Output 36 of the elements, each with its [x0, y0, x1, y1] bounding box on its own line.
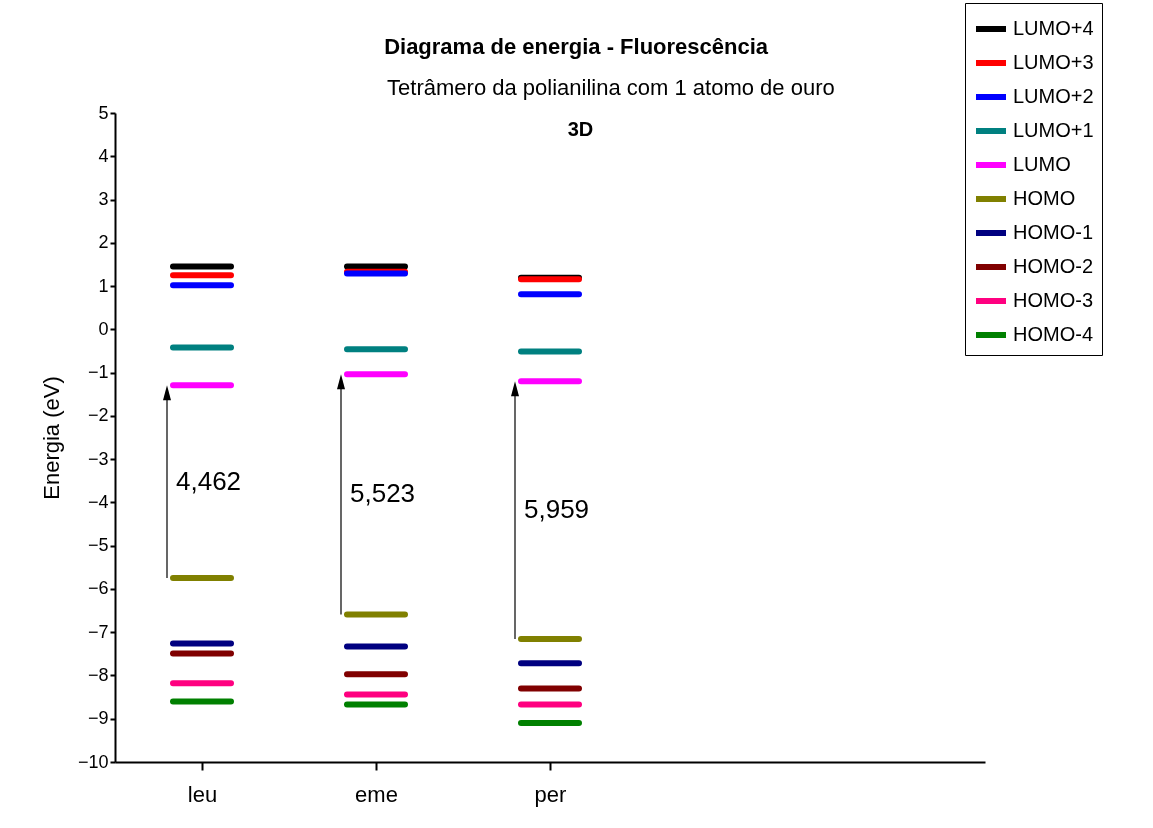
y-tick-label: −9 [87, 708, 109, 729]
y-tick-label: −5 [87, 535, 109, 556]
annotation: 4,462 [176, 465, 242, 496]
x-tick-label: leu [187, 781, 218, 807]
legend-label: LUMO+4 [1013, 17, 1094, 39]
legend-label: HOMO-4 [1013, 323, 1093, 345]
x-tick-label: eme [355, 781, 398, 807]
legend-label: LUMO+1 [1013, 119, 1094, 141]
y-tick-label: −8 [87, 664, 109, 685]
x-tick-label: per [534, 781, 567, 807]
annotation: 3D [567, 118, 594, 140]
legend-label: HOMO-1 [1013, 221, 1093, 243]
y-tick-label: −2 [87, 405, 109, 426]
y-tick-label: 0 [98, 318, 109, 339]
y-tick-label: −1 [87, 362, 109, 383]
y-tick-label: −4 [87, 491, 109, 512]
chart-title: Diagrama de energia - Fluorescência [384, 34, 769, 59]
y-tick-label: −6 [87, 578, 109, 599]
legend-label: HOMO-3 [1013, 289, 1093, 311]
y-tick-label: −3 [87, 448, 109, 469]
y-tick-label: 2 [98, 232, 109, 253]
legend-label: HOMO-2 [1013, 255, 1093, 277]
y-tick-label: −7 [87, 621, 109, 642]
y-tick-label: −10 [77, 751, 109, 772]
y-tick-label: 5 [98, 102, 109, 123]
legend-label: LUMO [1013, 153, 1071, 175]
y-tick-label: 3 [98, 189, 109, 210]
y-tick-label: 1 [98, 275, 109, 296]
chart-subtitle: Tetrâmero da polianilina com 1 atomo de ouro [387, 75, 835, 100]
y-axis-title: Energia (eV) [38, 376, 64, 500]
annotation: 5,959 [524, 494, 590, 525]
y-tick-label: 4 [98, 145, 109, 166]
legend-label: LUMO+2 [1013, 85, 1094, 107]
annotation: 5,523 [350, 478, 416, 509]
legend-label: HOMO [1013, 187, 1076, 209]
legend-label: LUMO+3 [1013, 51, 1094, 73]
